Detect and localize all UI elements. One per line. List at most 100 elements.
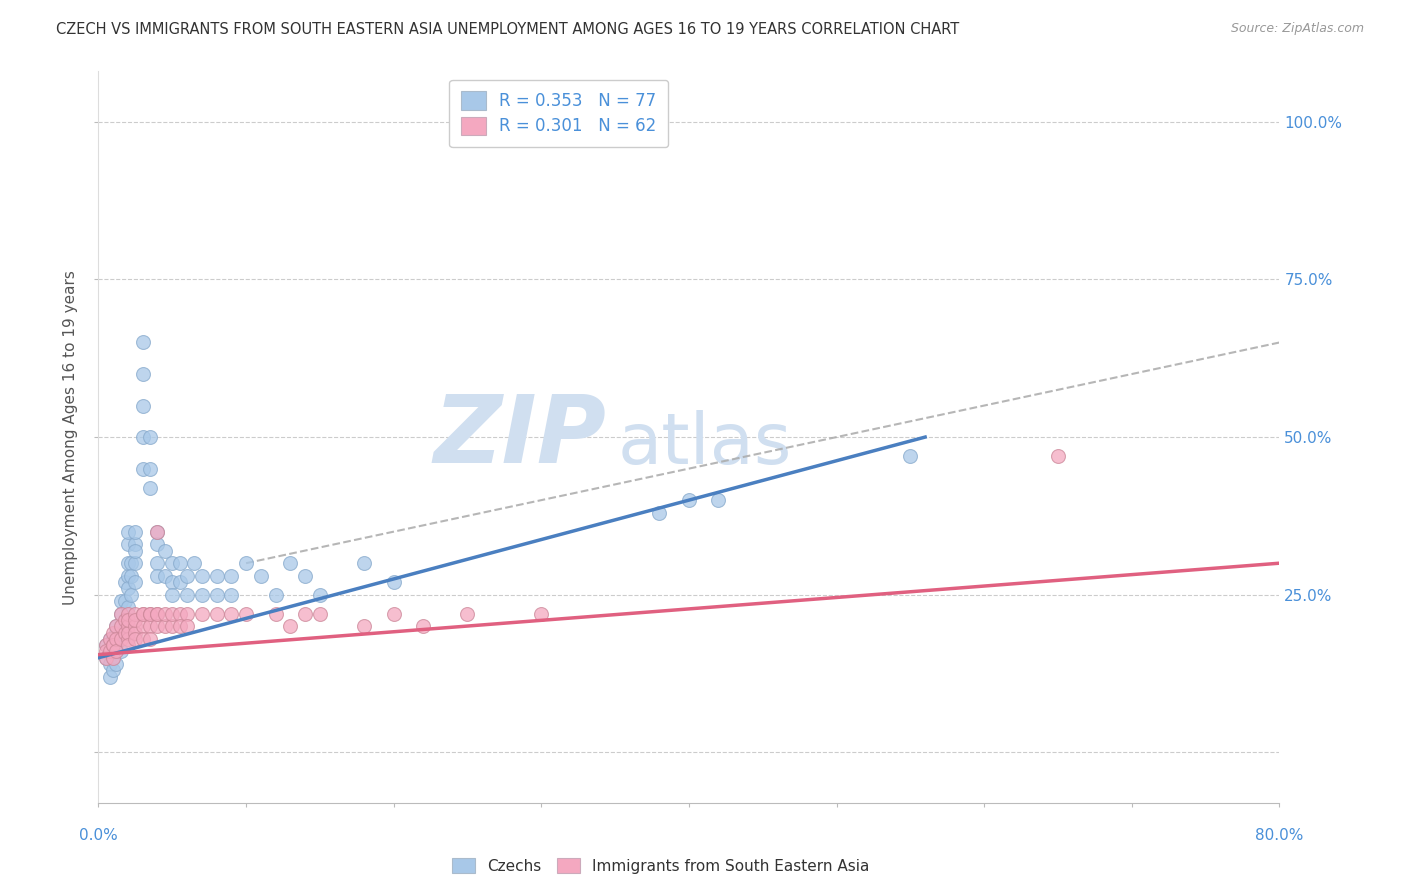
Point: [105, 657, 128, 671]
Point: [110, 644, 132, 658]
Point: [153, 543, 176, 558]
Point: [132, 619, 155, 633]
Point: [176, 619, 198, 633]
Point: [117, 607, 139, 621]
Point: [103, 625, 125, 640]
Point: [114, 625, 136, 640]
Point: [117, 613, 139, 627]
Point: [124, 607, 146, 621]
Point: [103, 650, 125, 665]
Point: [103, 638, 125, 652]
Point: [110, 607, 132, 621]
Point: [294, 569, 316, 583]
Point: [294, 607, 316, 621]
Point: [105, 625, 128, 640]
Point: [146, 524, 169, 539]
Point: [132, 399, 155, 413]
Point: [117, 638, 139, 652]
Point: [205, 569, 228, 583]
Point: [110, 632, 132, 646]
Point: [132, 607, 155, 621]
Point: [124, 625, 146, 640]
Point: [124, 575, 146, 590]
Point: [176, 569, 198, 583]
Point: [153, 607, 176, 621]
Point: [162, 588, 183, 602]
Point: [94, 650, 117, 665]
Point: [132, 461, 155, 475]
Point: [132, 607, 155, 621]
Point: [353, 619, 375, 633]
Point: [191, 588, 214, 602]
Point: [114, 613, 136, 627]
Point: [103, 644, 125, 658]
Point: [124, 556, 146, 570]
Point: [530, 115, 553, 129]
Point: [278, 619, 302, 633]
Point: [162, 619, 183, 633]
Point: [353, 556, 375, 570]
Point: [98, 657, 121, 671]
Point: [176, 607, 198, 621]
Point: [176, 588, 198, 602]
Point: [678, 493, 700, 508]
Point: [94, 638, 117, 652]
Point: [132, 430, 155, 444]
Point: [103, 632, 125, 646]
Point: [139, 619, 162, 633]
Point: [250, 569, 273, 583]
Point: [139, 461, 162, 475]
Point: [309, 607, 332, 621]
Point: [530, 607, 553, 621]
Point: [117, 582, 139, 596]
Point: [139, 430, 162, 444]
Point: [117, 625, 139, 640]
Point: [162, 575, 183, 590]
Point: [124, 543, 146, 558]
Point: [146, 569, 169, 583]
Point: [117, 569, 139, 583]
Point: [900, 449, 922, 463]
Point: [110, 619, 132, 633]
Point: [183, 556, 205, 570]
Point: [117, 556, 139, 570]
Point: [153, 569, 176, 583]
Point: [191, 607, 214, 621]
Point: [146, 607, 169, 621]
Point: [169, 607, 191, 621]
Point: [139, 632, 162, 646]
Point: [120, 588, 142, 602]
Point: [124, 524, 146, 539]
Point: [146, 524, 169, 539]
Text: 80.0%: 80.0%: [1256, 828, 1303, 843]
Point: [105, 644, 128, 658]
Point: [110, 594, 132, 608]
Point: [139, 481, 162, 495]
Point: [153, 619, 176, 633]
Point: [117, 619, 139, 633]
Point: [94, 638, 117, 652]
Point: [94, 644, 117, 658]
Point: [98, 670, 121, 684]
Point: [124, 537, 146, 551]
Point: [98, 632, 121, 646]
Point: [146, 607, 169, 621]
Point: [169, 619, 191, 633]
Point: [382, 607, 405, 621]
Point: [103, 638, 125, 652]
Point: [139, 607, 162, 621]
Y-axis label: Unemployment Among Ages 16 to 19 years: Unemployment Among Ages 16 to 19 years: [63, 269, 79, 605]
Point: [103, 664, 125, 678]
Point: [169, 556, 191, 570]
Point: [120, 569, 142, 583]
Point: [219, 569, 242, 583]
Point: [456, 607, 478, 621]
Point: [382, 575, 405, 590]
Point: [114, 613, 136, 627]
Point: [98, 632, 121, 646]
Point: [191, 569, 214, 583]
Point: [146, 556, 169, 570]
Point: [124, 619, 146, 633]
Text: 0.0%: 0.0%: [79, 828, 118, 843]
Point: [412, 619, 434, 633]
